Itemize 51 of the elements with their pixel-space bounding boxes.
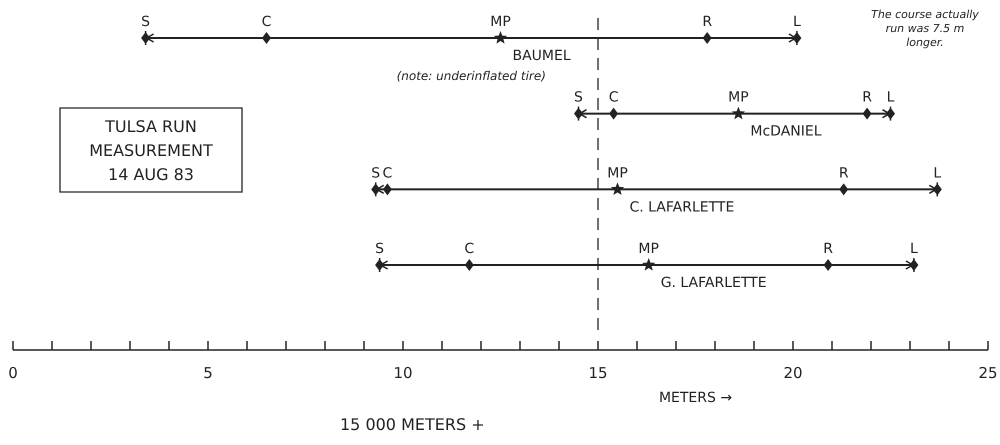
text: L (792, 14, 801, 30)
point (702, 32, 712, 44)
text: R (838, 165, 849, 182)
annotation: (note: underinflated tire) (396, 69, 546, 83)
point (862, 108, 872, 120)
text: S (371, 165, 380, 182)
x-tick-label: 15 (588, 364, 608, 382)
point (494, 31, 508, 44)
text: MP (490, 14, 511, 30)
text: R (702, 14, 712, 30)
text: C (464, 241, 474, 257)
x-axis-title: METERS → (658, 390, 732, 406)
text: MP (728, 90, 749, 106)
point (610, 182, 624, 195)
point (609, 108, 618, 120)
point (642, 258, 656, 271)
x-tick-label: 20 (783, 364, 803, 382)
text: C (608, 90, 618, 106)
point (886, 108, 895, 120)
series-label: S (375, 241, 384, 257)
annotation: The course actually run was 7.5 m longer. (871, 8, 980, 49)
series-label: R (862, 90, 872, 106)
point (824, 259, 833, 271)
point (574, 108, 583, 120)
text: 15 000 METERS + (340, 415, 485, 434)
y-tick-label: G. LAFARLETTE (660, 275, 767, 291)
y-tick-label: McDANIEL (750, 124, 822, 140)
x-tick-label: 5 (203, 364, 213, 382)
x-tick-label: 10 (393, 364, 413, 382)
y-tick-label: C. LAFARLETTE (630, 199, 734, 216)
point (464, 259, 474, 271)
point (382, 183, 392, 196)
text: L (910, 241, 918, 257)
series-label: L (933, 165, 942, 182)
text: L (886, 90, 894, 106)
text: S (141, 14, 150, 30)
text: TULSA RUN MEASUREMENT 14 AUG 83 (89, 117, 214, 184)
point (371, 183, 380, 196)
x-tick-label: 25 (978, 364, 998, 382)
point (262, 32, 271, 44)
point (839, 183, 848, 196)
series-label: MP (607, 165, 628, 182)
text: C (262, 14, 272, 30)
text: S (574, 90, 583, 106)
text: MP (638, 241, 659, 257)
y-tick-label: BAUMEL (512, 48, 571, 64)
series-label: C (382, 165, 393, 182)
point (732, 106, 746, 120)
point (932, 183, 942, 196)
x-tick-label: 0 (8, 364, 18, 382)
text: R (823, 241, 833, 257)
